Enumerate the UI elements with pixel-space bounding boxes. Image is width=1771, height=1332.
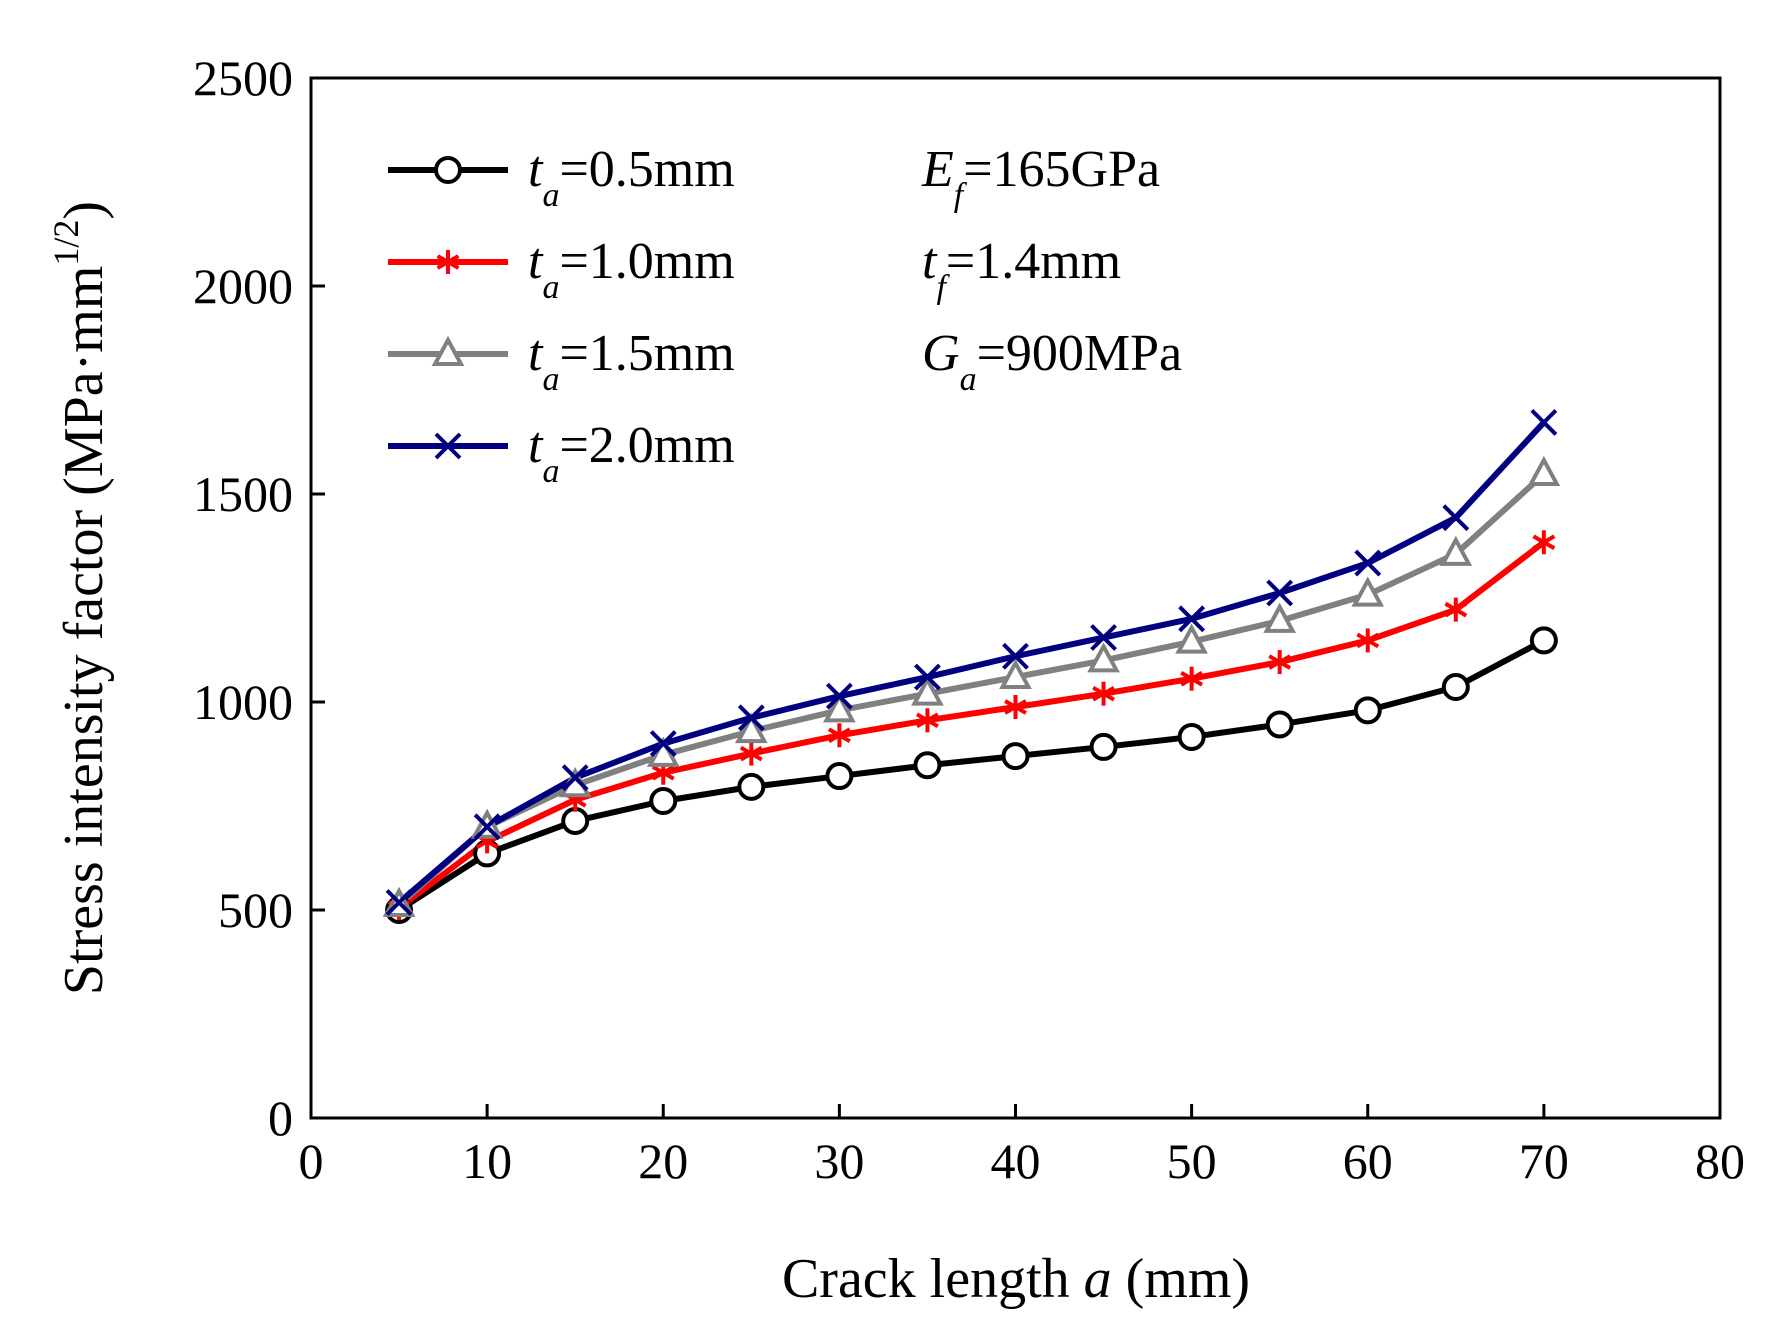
series-line	[397, 420, 1547, 905]
legend-label: ta=1.5mm	[528, 325, 735, 398]
legend-item: ta=2.0mm	[388, 417, 735, 490]
y-tick-label: 500	[218, 882, 293, 938]
data-point	[1175, 623, 1208, 654]
legend-label: ta=0.5mm	[528, 141, 735, 214]
data-point	[911, 675, 944, 706]
x-axis-title: Crack length a (mm)	[782, 1248, 1250, 1310]
data-point	[1530, 409, 1558, 436]
x-tick-label: 40	[991, 1133, 1041, 1189]
data-point	[1356, 628, 1380, 653]
data-point	[1266, 579, 1294, 607]
series-layer	[382, 409, 1561, 924]
data-point	[1177, 722, 1206, 751]
data-point	[734, 712, 768, 744]
data-point	[825, 762, 854, 791]
y-tick-label: 2500	[193, 50, 293, 106]
data-point	[1351, 576, 1385, 607]
series-markers	[385, 409, 1558, 916]
data-point	[1180, 666, 1204, 691]
x-tick-label: 0	[299, 1133, 324, 1189]
x-tick-label: 80	[1695, 1133, 1745, 1189]
data-point	[1002, 642, 1029, 670]
data-point	[431, 335, 465, 366]
y-tick-label: 1500	[193, 466, 293, 522]
data-point	[1529, 626, 1558, 655]
data-point	[434, 156, 462, 184]
data-point	[1444, 597, 1468, 622]
series-line	[397, 637, 1546, 913]
y-tick-label: 2000	[193, 258, 293, 314]
data-point	[1268, 650, 1292, 675]
x-tick-label: 70	[1519, 1133, 1569, 1189]
data-point	[649, 730, 677, 758]
data-point	[1441, 673, 1470, 702]
legend-label: ta=2.0mm	[528, 417, 735, 490]
data-point	[561, 806, 590, 835]
y-tick-label: 0	[268, 1090, 293, 1146]
data-point	[1354, 549, 1382, 577]
data-point	[436, 250, 460, 274]
data-point	[1001, 742, 1030, 771]
data-point	[825, 682, 853, 710]
data-point	[473, 813, 501, 841]
parameter-label: tf=1.4mm	[922, 233, 1121, 306]
series-line	[397, 471, 1546, 908]
data-point	[739, 741, 763, 766]
data-point	[1178, 605, 1206, 633]
data-point	[1439, 535, 1473, 566]
data-point	[999, 658, 1032, 690]
x-tick-label: 30	[814, 1133, 864, 1189]
x-tick-label: 20	[638, 1133, 688, 1189]
y-tick-label: 1000	[193, 674, 293, 730]
x-axis-ticks: 0 10 20 30 40 50 60 70 80	[299, 1104, 1745, 1189]
parameter-label: Ga=900MPa	[922, 325, 1182, 398]
data-point	[1089, 732, 1118, 761]
data-point	[1353, 696, 1382, 725]
data-point	[1087, 642, 1120, 673]
legend-item: ta=1.5mm	[388, 325, 735, 398]
legend-item: ta=1.0mm	[388, 233, 735, 306]
data-point	[1442, 504, 1470, 532]
data-point	[1092, 681, 1115, 706]
data-point	[1090, 624, 1117, 651]
data-point	[561, 764, 589, 792]
data-point	[1004, 694, 1027, 719]
x-tick-label: 60	[1343, 1133, 1393, 1189]
data-point	[914, 663, 941, 691]
y-axis-title: Stress intensity factor (MPa·mm1/2)	[46, 201, 115, 995]
data-point	[823, 692, 856, 723]
legend-label: ta=1.0mm	[528, 233, 735, 306]
data-point	[649, 787, 678, 816]
data-point	[385, 889, 413, 916]
data-point	[916, 708, 939, 733]
x-tick-label: 10	[462, 1133, 512, 1189]
legend-item: ta=0.5mm	[388, 141, 735, 214]
x-tick-label: 50	[1167, 1133, 1217, 1189]
data-point	[737, 704, 765, 732]
data-point	[1527, 455, 1561, 487]
y-axis-ticks: 0 500 1000 1500 2000 2500	[193, 50, 325, 1146]
data-point	[913, 751, 942, 780]
data-point	[1265, 710, 1294, 739]
data-point	[434, 432, 462, 460]
legend: ta=0.5mm ta=1.0mm ta=1.5mm ta=2.0mm	[388, 141, 735, 490]
data-point	[737, 772, 766, 801]
data-point	[827, 723, 851, 748]
data-point	[1532, 530, 1556, 555]
plot-area	[309, 76, 1722, 1120]
data-point	[1263, 602, 1297, 633]
